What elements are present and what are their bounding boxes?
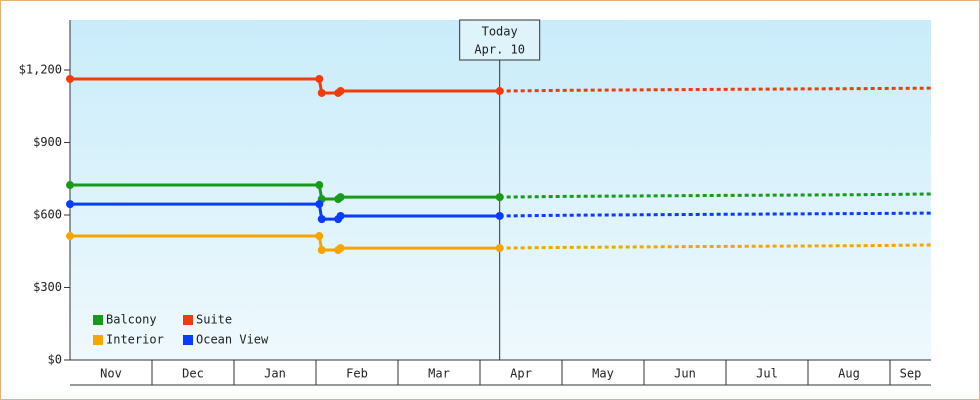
point [336, 193, 345, 202]
forecast-line [499, 192, 932, 199]
plot-area [70, 20, 931, 360]
point [317, 246, 326, 255]
point [317, 215, 326, 224]
legend-label: Suite [196, 313, 232, 327]
y-tick-label: $0 [48, 353, 62, 367]
point [315, 232, 324, 241]
x-tick-label: Mar [428, 367, 450, 381]
y-tick-label: $900 [33, 135, 62, 149]
x-tick-label: Sep [900, 367, 922, 381]
x-tick-label: Feb [346, 367, 368, 381]
legend-label: Ocean View [196, 333, 269, 347]
point [317, 88, 326, 97]
today-label: Today [482, 25, 518, 39]
legend-swatch [183, 335, 193, 345]
x-tick-label: Apr [510, 367, 532, 381]
forecast-line [499, 211, 932, 218]
point [66, 74, 74, 83]
today-label: Apr. 10 [474, 43, 525, 57]
x-tick-label: Jun [674, 367, 696, 381]
point [315, 181, 324, 190]
point [336, 211, 345, 220]
x-tick-label: Nov [100, 367, 122, 381]
y-tick-label: $600 [33, 208, 62, 222]
legend-swatch [183, 315, 193, 325]
y-tick-label: $1,200 [19, 63, 62, 77]
series-line [70, 202, 500, 221]
point [336, 244, 345, 253]
point [495, 244, 504, 253]
series-line [70, 77, 500, 95]
x-tick-label: Aug [838, 367, 860, 381]
series-line [70, 234, 500, 252]
today-box [459, 19, 541, 61]
x-tick-label: Jul [756, 367, 778, 381]
legend-label: Interior [106, 333, 164, 347]
point [315, 200, 324, 209]
point [495, 87, 504, 96]
point [66, 232, 74, 241]
point [66, 200, 74, 209]
x-tick-label: May [592, 367, 614, 381]
point [315, 74, 324, 83]
x-tick-label: Jan [264, 367, 286, 381]
x-tick-label: Dec [182, 367, 204, 381]
legend-label: Balcony [106, 313, 157, 327]
series-line [70, 183, 500, 201]
point [66, 181, 74, 190]
point [336, 87, 345, 96]
forecast-line [499, 243, 932, 250]
y-tick-label: $300 [33, 280, 62, 294]
point [495, 193, 504, 202]
point [495, 211, 504, 220]
forecast-line [499, 86, 932, 93]
legend-swatch [93, 315, 103, 325]
legend-swatch [93, 335, 103, 345]
